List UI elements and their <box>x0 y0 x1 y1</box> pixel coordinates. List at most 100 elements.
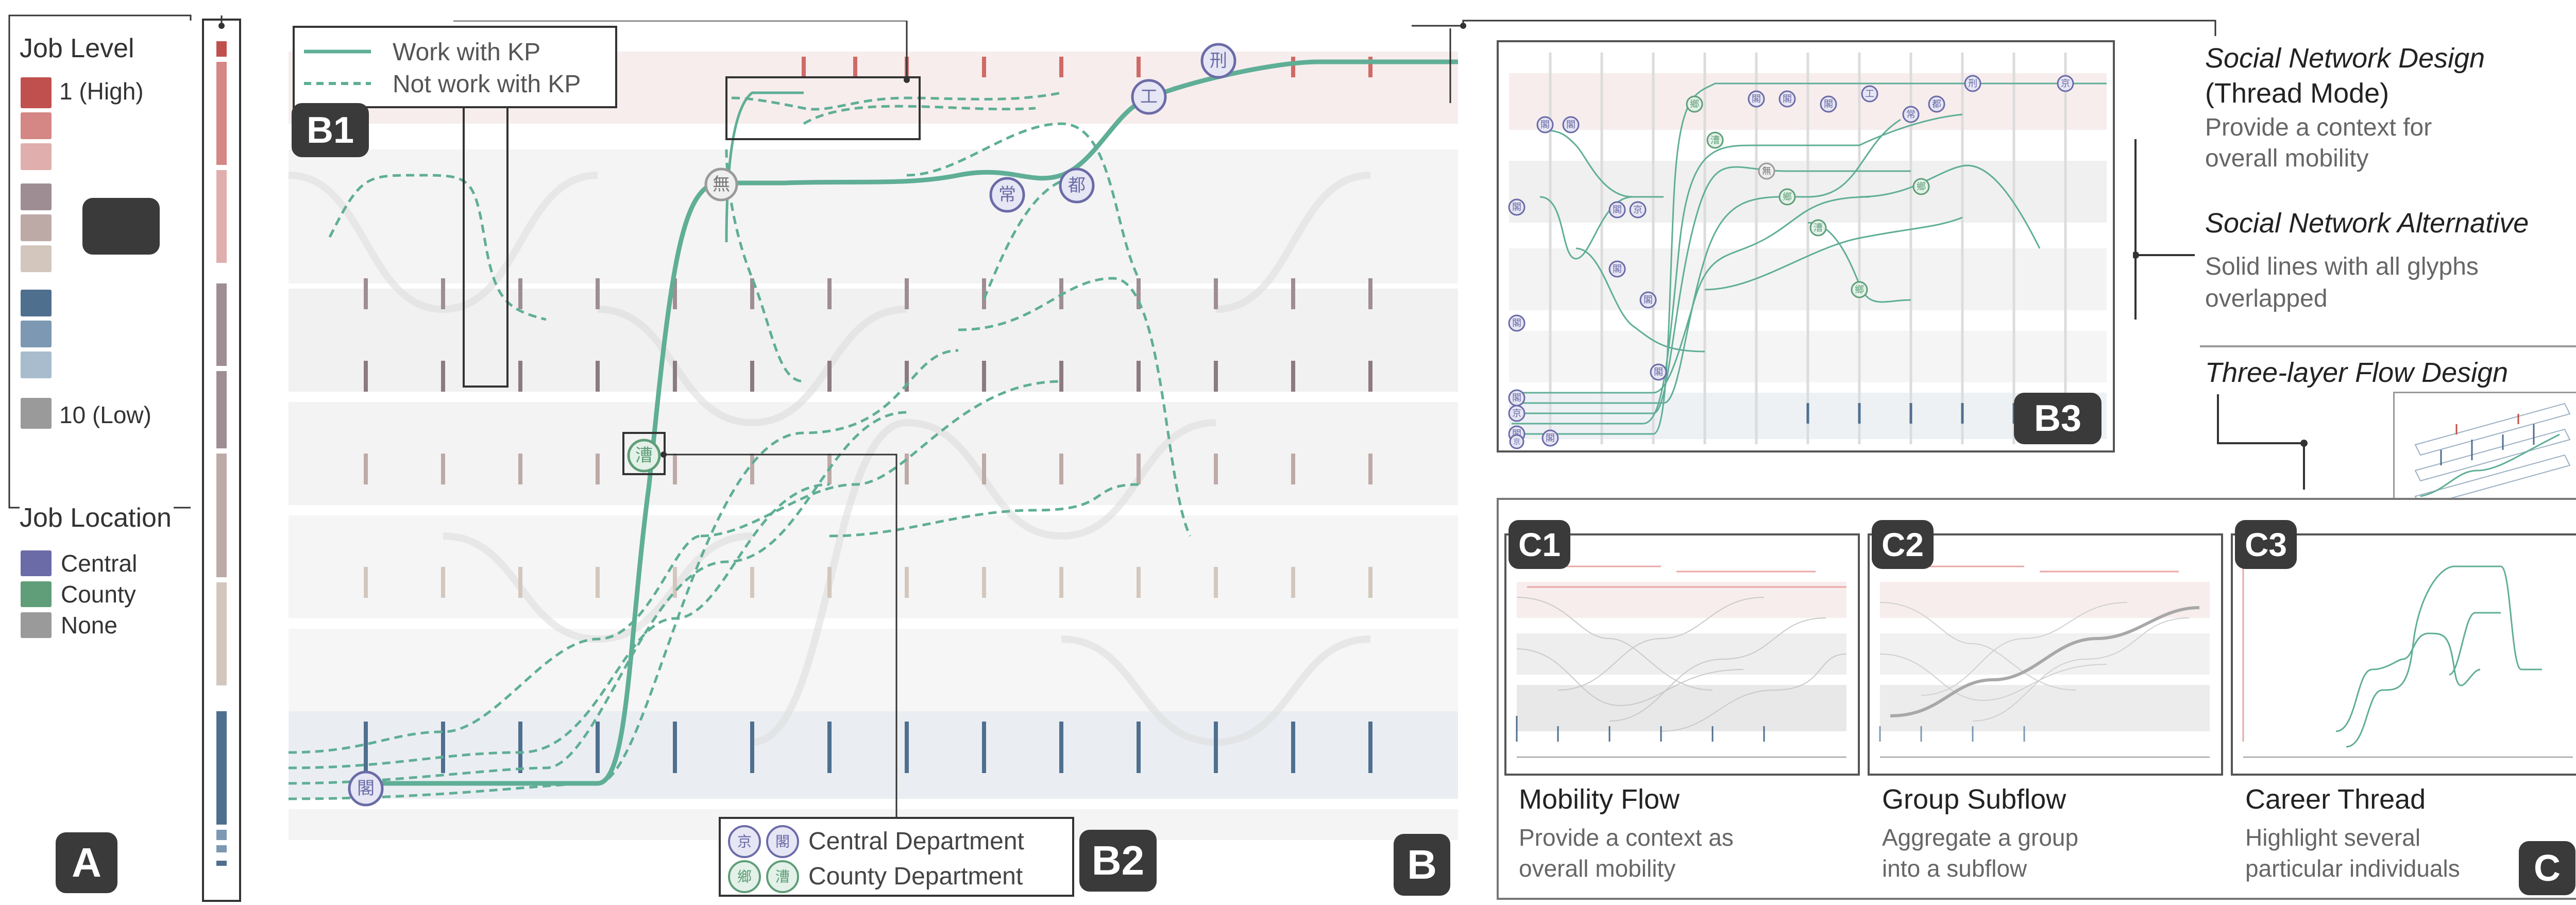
svg-text:京: 京 <box>1513 438 1520 446</box>
svg-text:閣: 閣 <box>775 834 790 850</box>
svg-text:鄉: 鄉 <box>1855 284 1864 295</box>
overview-strip <box>202 15 241 902</box>
legend-solid-label: Work with KP <box>393 39 541 66</box>
c1-desc-1: Provide a context as <box>1519 824 1734 851</box>
location-swatch-county <box>21 581 52 607</box>
level-swatch-10 <box>21 398 52 429</box>
location-none-label: None <box>61 612 117 639</box>
three-layer-title: Three-layer Flow Design <box>2205 357 2509 388</box>
social-alt-desc-2: overlapped <box>2205 285 2328 312</box>
job-location-title: Job Location <box>20 502 174 533</box>
location-swatch-central <box>21 550 52 576</box>
svg-text:漕: 漕 <box>1814 223 1823 233</box>
annotations: Social Network Design (Thread Mode) Prov… <box>2133 31 2576 505</box>
level-swatch-6 <box>21 245 52 272</box>
legend-b1: Work with KP Not work with KP <box>293 26 617 108</box>
svg-text:京: 京 <box>1633 205 1642 215</box>
svg-text:閣: 閣 <box>1824 99 1833 109</box>
svg-text:閣: 閣 <box>1566 120 1575 130</box>
c2-title: Group Subflow <box>1882 784 2066 815</box>
glyph-xing: 刑 <box>1200 43 1236 79</box>
svg-text:閣: 閣 <box>1546 433 1555 443</box>
badge-c2: C2 <box>1872 520 1934 569</box>
svg-text:無: 無 <box>713 175 730 194</box>
badge-c: C <box>2519 841 2575 895</box>
badge-b1: B1 <box>292 103 369 157</box>
svg-text:刑: 刑 <box>1968 78 1977 89</box>
legend-county-label: County Department <box>808 863 1023 890</box>
svg-text:閣: 閣 <box>1512 202 1521 212</box>
three-layer-connector <box>2217 394 2308 490</box>
legend-dashed-label: Not work with KP <box>393 71 581 98</box>
badge-c1: C1 <box>1509 520 1570 569</box>
c2-panel: C2 <box>1868 520 2223 776</box>
glyph-chang: 常 <box>989 177 1025 213</box>
svg-text:鄉: 鄉 <box>1783 192 1792 202</box>
c3-title: Career Thread <box>2245 784 2426 815</box>
level-low-label: 10 (Low) <box>59 401 151 428</box>
svg-text:京: 京 <box>2061 78 2070 89</box>
svg-text:鄉: 鄉 <box>1690 99 1699 109</box>
svg-text:都: 都 <box>1932 99 1941 109</box>
svg-text:閣: 閣 <box>1783 94 1792 104</box>
b3-svg: 閣 京 閣 閣 閣 閣 閣 閣 京 閣 閣 閣 京 閣 閣 閣 閣 鄉 漕 工 … <box>1508 53 2107 449</box>
level-swatch-7 <box>21 290 52 316</box>
alt-connector <box>2133 139 2195 320</box>
level-swatch-9 <box>21 351 52 378</box>
social-alt-title: Social Network Alternative <box>2205 208 2529 239</box>
glyph-cao: 漕 <box>627 439 661 473</box>
svg-text:閣: 閣 <box>1643 295 1653 305</box>
social-network-mode: (Thread Mode) <box>2205 78 2389 109</box>
c3-desc-2: particular individuals <box>2245 855 2460 882</box>
glyph-gong: 工 <box>1131 79 1167 115</box>
level-swatch-8 <box>21 321 52 347</box>
badge-b3: B3 <box>2014 393 2102 444</box>
svg-text:常: 常 <box>1906 109 1916 120</box>
badge-a1 <box>82 198 160 255</box>
svg-text:無: 無 <box>1762 166 1771 176</box>
svg-text:閣: 閣 <box>1613 205 1622 215</box>
svg-text:閣: 閣 <box>1512 318 1521 328</box>
svg-text:鄉: 鄉 <box>1917 181 1926 192</box>
main-glyphs-svg: 閣 漕 無 常 都 工 刑 <box>348 43 1236 807</box>
glyph-du: 都 <box>1059 167 1095 204</box>
svg-text:鄉: 鄉 <box>737 869 752 885</box>
social-network-desc-1: Provide a context for <box>2205 114 2432 141</box>
svg-text:都: 都 <box>1068 176 1086 195</box>
svg-text:閣: 閣 <box>1540 120 1550 130</box>
location-swatch-none <box>21 612 52 638</box>
c2-desc-2: into a subflow <box>1882 855 2027 882</box>
job-level-title: Job Level <box>20 33 134 63</box>
badge-b: B <box>1394 834 1450 896</box>
social-network-desc-2: overall mobility <box>2205 145 2369 172</box>
svg-text:京: 京 <box>737 834 752 850</box>
c2-svg <box>1879 565 2210 758</box>
svg-text:閣: 閣 <box>357 779 375 798</box>
legend-b2: 京 閣 鄉 漕 Central Department County Depart… <box>719 817 1074 897</box>
legend-central-label: Central Department <box>808 828 1024 855</box>
badge-b2: B2 <box>1079 830 1157 892</box>
main-flow-panel: 閣 漕 無 常 都 工 刑 <box>289 21 1458 897</box>
social-network-title: Social Network Design <box>2205 43 2485 74</box>
c1-title: Mobility Flow <box>1519 784 1680 815</box>
svg-text:閣: 閣 <box>1512 393 1521 403</box>
svg-text:閣: 閣 <box>1613 264 1622 274</box>
c1-desc-2: overall mobility <box>1519 855 1676 882</box>
svg-text:常: 常 <box>998 185 1016 205</box>
c1-svg <box>1516 565 1847 758</box>
annotation-divider <box>2200 345 2576 347</box>
svg-text:閣: 閣 <box>1654 367 1663 377</box>
legend-b1-lines <box>304 49 371 85</box>
level-high-label: 1 (High) <box>59 78 144 105</box>
c3-desc-1: Highlight several <box>2245 824 2421 851</box>
glyph-wu: 無 <box>704 167 738 202</box>
c3-panel: C3 <box>2231 520 2576 776</box>
top-connector <box>1412 20 2216 36</box>
level-swatch-5 <box>21 214 52 241</box>
level-swatch-1 <box>21 77 52 108</box>
svg-text:刑: 刑 <box>1210 51 1227 71</box>
level-swatch-4 <box>21 183 52 210</box>
badge-a: A <box>56 832 117 893</box>
svg-text:漕: 漕 <box>1710 135 1720 145</box>
main-flow-svg <box>289 21 1458 840</box>
